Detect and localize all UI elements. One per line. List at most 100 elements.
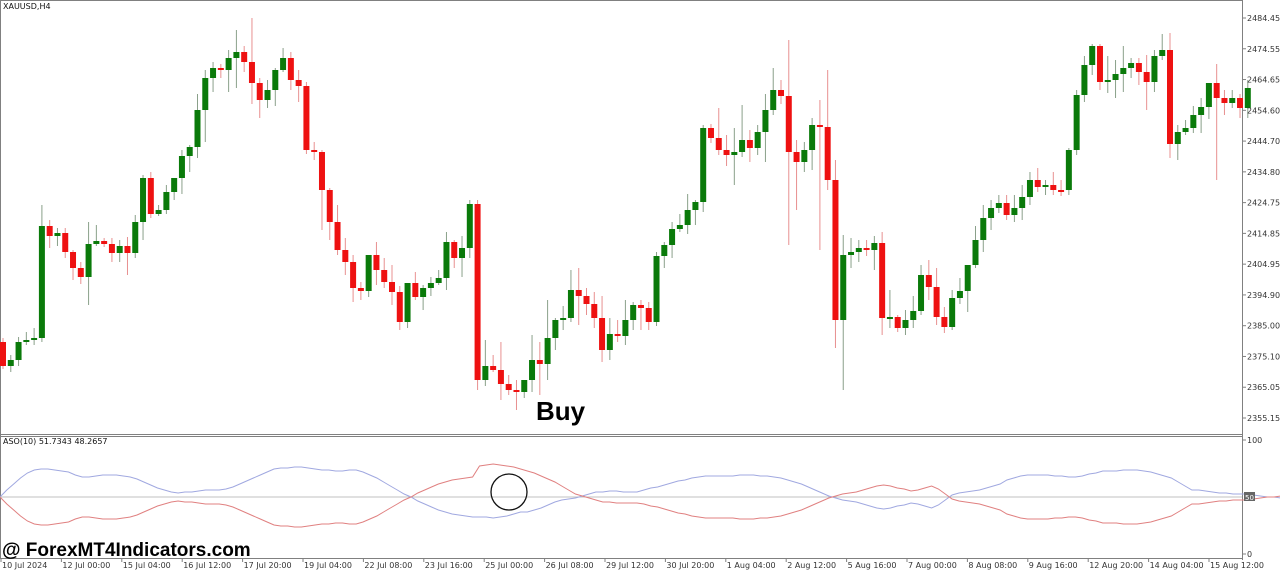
candle-bullish (1182, 128, 1189, 132)
candle-bullish (1205, 83, 1212, 107)
crossover-circle-annotation (490, 473, 528, 511)
candle-bullish (684, 210, 691, 225)
time-axis[interactable]: 10 Jul 2024 12 Jul 00:00 15 Jul 04:00 16 Ju… (0, 558, 1264, 570)
time-tick-label: 10 Jul 2024 (2, 561, 47, 570)
buy-annotation: Buy (536, 396, 586, 426)
candle-bullish (1229, 98, 1236, 103)
candle-bullish (886, 317, 893, 319)
candle-bullish (15, 342, 22, 360)
candle-bearish (287, 58, 294, 80)
indicator-tick-50: 50 (1245, 494, 1254, 502)
candle-bearish (583, 296, 590, 304)
candle-bullish (700, 128, 707, 202)
candle-bearish (1058, 190, 1065, 192)
candle-bearish (412, 283, 419, 297)
candle-bearish (863, 248, 870, 250)
candle-bearish (147, 178, 154, 214)
candle-bullish (669, 229, 676, 245)
candle-bullish (178, 156, 185, 178)
price-tick-label: 2464.650 (1247, 76, 1280, 85)
candle-bearish (707, 128, 714, 138)
candle-bullish (54, 233, 61, 236)
candle-bullish (31, 338, 38, 340)
candle-bearish (645, 308, 652, 322)
candle-bearish (793, 152, 800, 162)
candle-bullish (210, 68, 217, 78)
time-tick-label: 12 Aug 20:00 (1089, 561, 1143, 570)
candle-bullish (762, 110, 769, 132)
candle-bearish (381, 270, 388, 282)
candle-bearish (46, 226, 53, 236)
candle-bearish (1096, 46, 1103, 82)
candle-bullish (1081, 65, 1088, 95)
candle-bullish (692, 202, 699, 210)
candle-bullish (140, 178, 147, 222)
candle-bearish (925, 275, 932, 287)
candle-bearish (1167, 50, 1173, 144)
candle-bearish (824, 127, 831, 180)
candle-bearish (241, 52, 248, 62)
candle-bullish (560, 318, 567, 320)
candle-bearish (778, 90, 784, 96)
candle-bearish (217, 68, 224, 70)
candle-bearish (536, 360, 543, 364)
aso-bulls-line (0, 466, 1280, 519)
candle-bearish (785, 96, 792, 152)
time-tick-label: 22 Jul 08:00 (364, 561, 412, 570)
candle-bearish (1237, 98, 1244, 108)
candle-bullish (1073, 95, 1080, 150)
candle-bearish (101, 241, 108, 244)
candle-bullish (404, 283, 411, 322)
price-axis[interactable]: 2484.450 2474.550 2464.650 2454.600 2444.700… (1242, 14, 1280, 423)
time-tick-label: 5 Aug 16:00 (848, 561, 897, 570)
candle-bullish (365, 255, 372, 291)
price-tick-label: 2434.800 (1247, 168, 1280, 177)
candle-bullish (661, 245, 668, 256)
candle-bearish (396, 292, 403, 322)
candle-bullish (988, 208, 995, 218)
candle-bullish (529, 360, 536, 380)
price-tick-label: 2454.600 (1247, 106, 1280, 115)
level-50-marker (1244, 492, 1255, 501)
candle-bearish (1221, 98, 1228, 103)
candle-bullish (1190, 115, 1197, 128)
candle-bearish (723, 150, 730, 155)
candle-bullish (163, 192, 170, 210)
time-tick-label: 15 Jul 04:00 (123, 561, 171, 570)
candle-bullish (1026, 180, 1033, 197)
candle-bullish (949, 298, 956, 327)
candle-bearish (108, 244, 115, 253)
candle-bearish (248, 62, 255, 83)
candle-bullish (972, 240, 979, 265)
candle-bullish (980, 218, 987, 240)
candle-bullish (155, 210, 162, 214)
candle-bullish (910, 311, 917, 320)
candle-bullish (23, 340, 30, 342)
price-tick-label: 2474.550 (1247, 45, 1280, 54)
indicator-tick-100: 100 (1247, 436, 1262, 445)
time-tick-label: 23 Jul 16:00 (425, 561, 473, 570)
time-tick-label: 7 Aug 00:00 (908, 561, 957, 570)
candle-bullish (1174, 132, 1181, 144)
candle-bearish (575, 290, 582, 296)
candle-bullish (754, 132, 761, 148)
candle-bearish (746, 140, 753, 148)
candle-bearish (832, 180, 839, 320)
candle-bearish (879, 243, 886, 318)
candle-bearish (62, 233, 69, 252)
candle-bullish (85, 244, 92, 277)
candle-bearish (505, 384, 512, 390)
price-tick-label: 2424.750 (1247, 199, 1280, 208)
candle-bullish (1104, 80, 1111, 82)
candle-bullish (186, 147, 193, 156)
indicator-pane[interactable]: ASO(10) 51.7343 48.2657 (0, 437, 1280, 528)
candle-bullish (1120, 68, 1127, 74)
price-tick-label: 2365.050 (1247, 383, 1280, 392)
candle-bearish (637, 305, 644, 308)
candle-bullish (435, 278, 442, 283)
candle-bearish (933, 287, 940, 317)
candle-bullish (840, 255, 847, 320)
price-pane[interactable]: XAUUSD,H4 Buy (0, 2, 1251, 426)
candle-bullish (1128, 63, 1135, 68)
